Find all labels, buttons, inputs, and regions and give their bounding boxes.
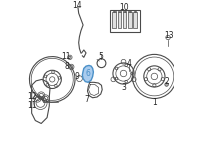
Text: 10: 10 bbox=[119, 3, 129, 12]
Bar bbox=[114, 11, 116, 12]
Text: 5: 5 bbox=[98, 52, 103, 61]
Circle shape bbox=[165, 83, 168, 86]
Text: 12: 12 bbox=[27, 92, 37, 101]
Bar bbox=[112, 12, 116, 28]
Text: 11: 11 bbox=[61, 52, 71, 61]
Bar bbox=[128, 11, 130, 12]
Text: 1: 1 bbox=[152, 98, 157, 107]
Bar bbox=[130, 11, 131, 12]
Bar bbox=[110, 10, 140, 32]
Text: 3: 3 bbox=[122, 83, 127, 92]
Bar bbox=[120, 11, 121, 12]
Polygon shape bbox=[82, 65, 93, 82]
Bar bbox=[134, 11, 135, 12]
Text: 8: 8 bbox=[65, 62, 70, 71]
Bar bbox=[133, 12, 137, 28]
Text: 13: 13 bbox=[164, 31, 174, 40]
Text: 9: 9 bbox=[74, 72, 79, 81]
Text: 4: 4 bbox=[127, 59, 132, 69]
Text: 11: 11 bbox=[27, 101, 36, 110]
Bar bbox=[128, 12, 132, 28]
Bar bbox=[118, 11, 119, 12]
Bar bbox=[135, 11, 136, 12]
Bar bbox=[123, 11, 125, 12]
Bar bbox=[123, 12, 126, 28]
Bar bbox=[113, 11, 114, 12]
Bar bbox=[118, 12, 121, 28]
Bar bbox=[125, 11, 126, 12]
Text: 7: 7 bbox=[84, 95, 89, 105]
Text: 6: 6 bbox=[85, 69, 90, 78]
Text: 14: 14 bbox=[72, 1, 82, 10]
Text: 2: 2 bbox=[165, 77, 169, 86]
